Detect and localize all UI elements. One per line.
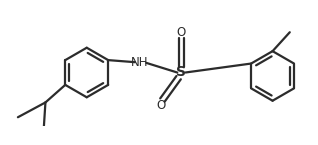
Text: S: S	[176, 66, 186, 79]
Text: O: O	[156, 99, 165, 112]
Text: O: O	[177, 26, 186, 39]
Text: NH: NH	[131, 56, 149, 69]
